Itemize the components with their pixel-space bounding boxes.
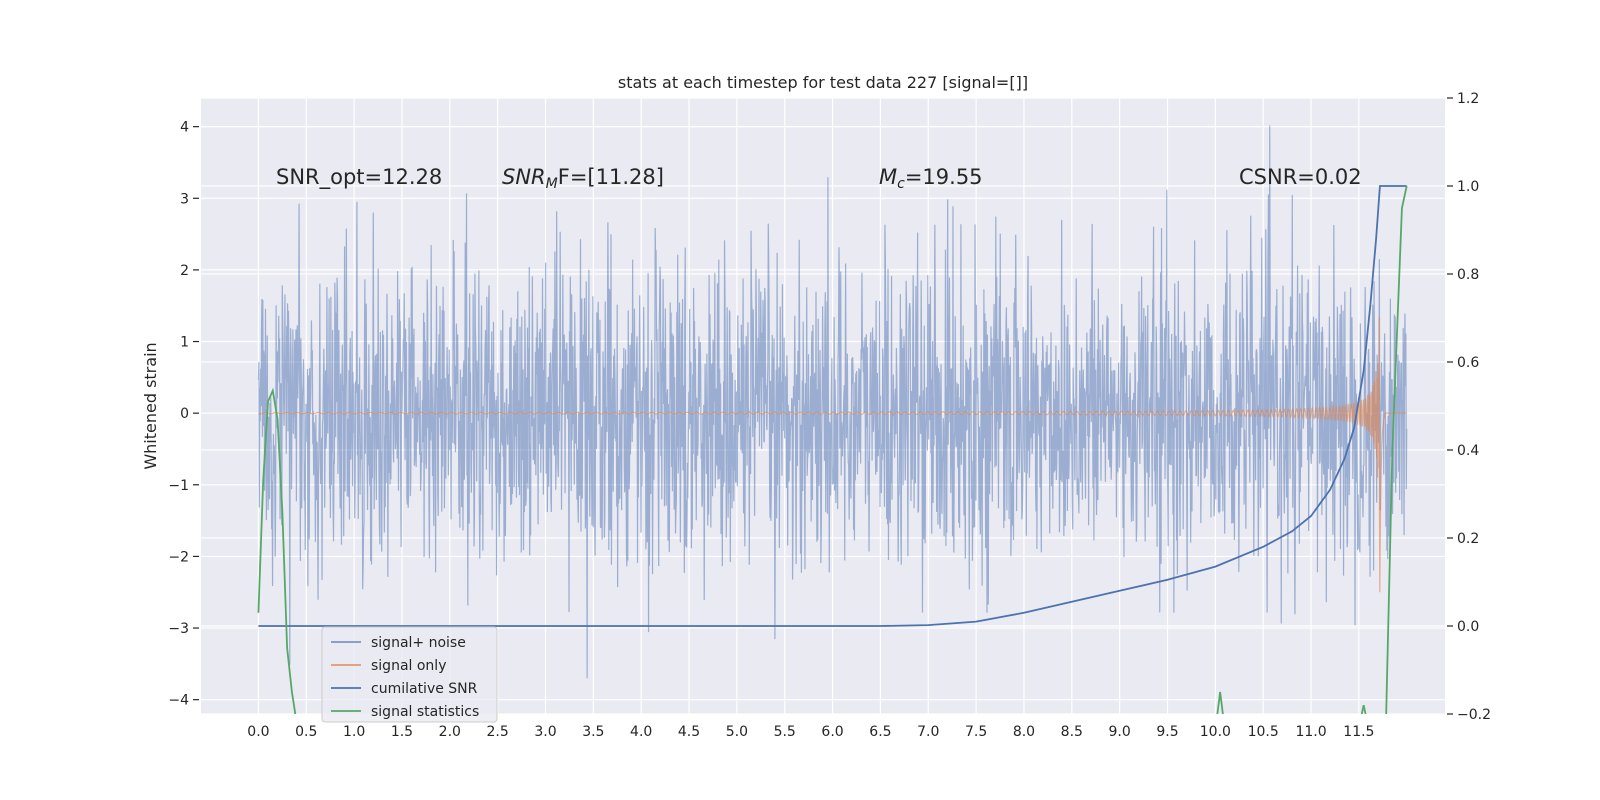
- y-tick-label: 2: [180, 263, 189, 279]
- x-tick-label: 6.0: [821, 724, 843, 740]
- y-tick-label: 0: [180, 406, 189, 422]
- x-tick-label: 11.5: [1343, 724, 1374, 740]
- annotation-mc: Mc=19.55: [879, 165, 983, 192]
- x-tick-label: 10.0: [1200, 724, 1231, 740]
- legend-label: signal only: [371, 658, 446, 674]
- x-tick-label: 8.0: [1013, 724, 1035, 740]
- x-tick-label: 6.5: [869, 724, 891, 740]
- y-axis-right: 1.2 1.0 0.8 0.6 0.4 0.2 0.0 −0.2: [1447, 91, 1491, 723]
- x-tick-label: 3.5: [582, 724, 604, 740]
- annotation-snr-mf: SNRMF=[11.28]: [502, 165, 664, 192]
- x-tick-label: 1.5: [391, 724, 413, 740]
- y-right-tick-label: 0.0: [1457, 619, 1479, 635]
- y-right-tick-label: 1.0: [1457, 179, 1479, 195]
- x-tick-label: 5.5: [774, 724, 796, 740]
- y-right-tick-label: 0.4: [1457, 443, 1479, 459]
- y-axis-left: 4 3 2 1 0 −1 −2 −3 −4: [168, 120, 199, 709]
- x-tick-label: 0.5: [295, 724, 317, 740]
- series-signal-statistics: [257, 185, 1408, 714]
- x-tick-label: 4.5: [678, 724, 700, 740]
- plot-series: [257, 125, 1408, 714]
- y-tick-label: 1: [180, 335, 189, 351]
- x-tick-label: 7.5: [965, 724, 987, 740]
- legend-label: cumilative SNR: [371, 681, 478, 697]
- y-right-tick-label: 0.2: [1457, 531, 1479, 547]
- y-tick-label: −4: [168, 693, 189, 709]
- x-axis: 0.0 0.5 1.0 1.5 2.0 2.5 3.0 3.5 4.0 4.5 5.0 5.5 6.0 6…: [247, 724, 1374, 740]
- x-tick-label: 9.5: [1156, 724, 1178, 740]
- x-tick-label: 10.5: [1248, 724, 1279, 740]
- x-tick-label: 8.5: [1061, 724, 1083, 740]
- y-right-tick-label: 1.2: [1457, 91, 1479, 107]
- annotation-csnr: CSNR=0.02: [1239, 165, 1362, 189]
- y-tick-label: −1: [168, 478, 189, 494]
- annotation-snr-mf-sub: M: [546, 176, 558, 192]
- y-right-tick-label: −0.2: [1457, 707, 1491, 723]
- signal-statistics-spikes: [1216, 691, 1367, 714]
- annotation-snr-mf-rest: F=[11.28]: [558, 165, 664, 189]
- x-tick-label: 2.5: [487, 724, 509, 740]
- x-tick-label: 9.0: [1109, 724, 1131, 740]
- annotation-snr-mf-base: SNR: [502, 165, 546, 189]
- statistics-spike: [1216, 691, 1224, 714]
- x-tick-label: 5.0: [726, 724, 748, 740]
- chart-title: stats at each timestep for test data 227…: [618, 73, 1028, 92]
- y-tick-label: 4: [180, 120, 189, 136]
- legend-label: signal statistics: [371, 704, 479, 720]
- series-signal-noise: [257, 125, 1408, 679]
- y-tick-label: 3: [180, 191, 189, 207]
- x-tick-label: 3.0: [534, 724, 556, 740]
- annotation-mc-base: M: [879, 165, 897, 189]
- x-tick-label: 4.0: [630, 724, 652, 740]
- legend-box: [321, 626, 498, 723]
- legend-label: signal+ noise: [371, 635, 466, 651]
- annotation-mc-sub: c: [897, 176, 905, 192]
- y-axis-label: Whitened strain: [141, 342, 160, 469]
- x-tick-label: 1.0: [343, 724, 365, 740]
- x-tick-label: 7.0: [917, 724, 939, 740]
- y-right-tick-label: 0.6: [1457, 355, 1479, 371]
- legend: signal+ noise signal only cumilative SNR si…: [321, 626, 498, 723]
- annotation-snr-opt: SNR_opt=12.28: [276, 165, 442, 190]
- series-cumulative-snr: [258, 185, 1407, 627]
- y-right-tick-label: 0.8: [1457, 267, 1479, 283]
- statistics-spike: [1360, 705, 1367, 714]
- series-signal-only: [258, 316, 1407, 593]
- x-tick-label: 2.0: [439, 724, 461, 740]
- x-tick-label: 11.0: [1295, 724, 1326, 740]
- y-tick-label: −2: [168, 549, 189, 565]
- annotation-mc-rest: =19.55: [905, 165, 983, 189]
- x-tick-label: 0.0: [247, 724, 269, 740]
- y-tick-label: −3: [168, 621, 189, 637]
